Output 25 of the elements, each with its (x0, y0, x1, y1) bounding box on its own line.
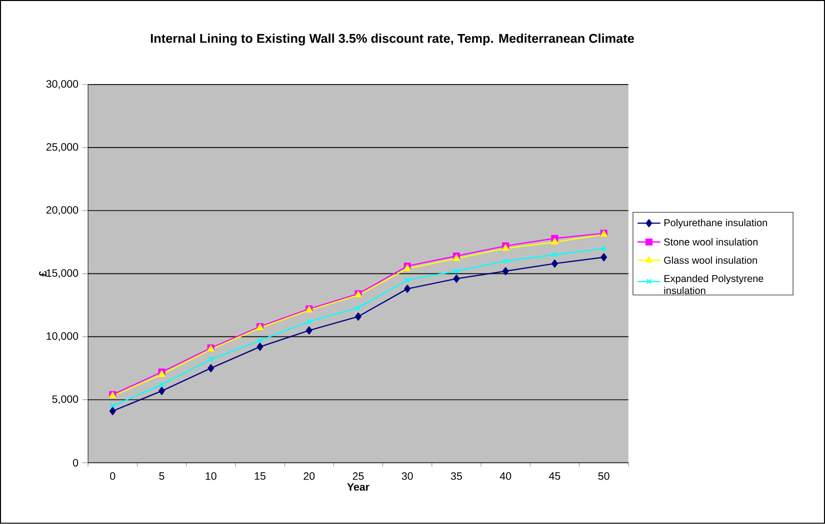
x-tick-label: 35 (450, 472, 462, 480)
y-tick-label: 10,000 (46, 332, 78, 342)
x-axis-title: Year (347, 483, 370, 491)
legend-label: Expanded Polystyrene insulation (664, 274, 764, 294)
x-tick-label: 30 (402, 472, 413, 480)
y-tick-label: 15,000 (46, 269, 78, 278)
x-tick-label: 5 (159, 472, 164, 480)
x-tick-label: 15 (254, 472, 266, 480)
y-tick-label: 30,000 (46, 80, 78, 90)
y-tick-label: 25,000 (46, 143, 78, 152)
x-tick-label: 25 (352, 472, 364, 480)
y-tick-label: 5,000 (52, 395, 78, 404)
legend-label: Glass wool insulation (664, 256, 757, 264)
x-tick-label: 10 (206, 472, 216, 480)
x-tick-label: 45 (549, 472, 560, 480)
x-tick-label: 20 (304, 472, 315, 480)
legend-label: Polyurethane insulation (664, 219, 767, 228)
y-tick-label: 20,000 (46, 206, 78, 216)
y-axis-title: £ (39, 270, 47, 277)
x-tick-label: 50 (598, 472, 610, 480)
x-tick-label: 40 (500, 472, 512, 480)
chart-title: Internal Lining to Existing Wall 3.5% discount rate, Temp. Mediterranean Climate (150, 34, 634, 46)
x-tick-label: 0 (110, 472, 116, 480)
y-tick-label: 0 (73, 459, 78, 467)
legend-label: Stone wool insulation (664, 238, 758, 246)
